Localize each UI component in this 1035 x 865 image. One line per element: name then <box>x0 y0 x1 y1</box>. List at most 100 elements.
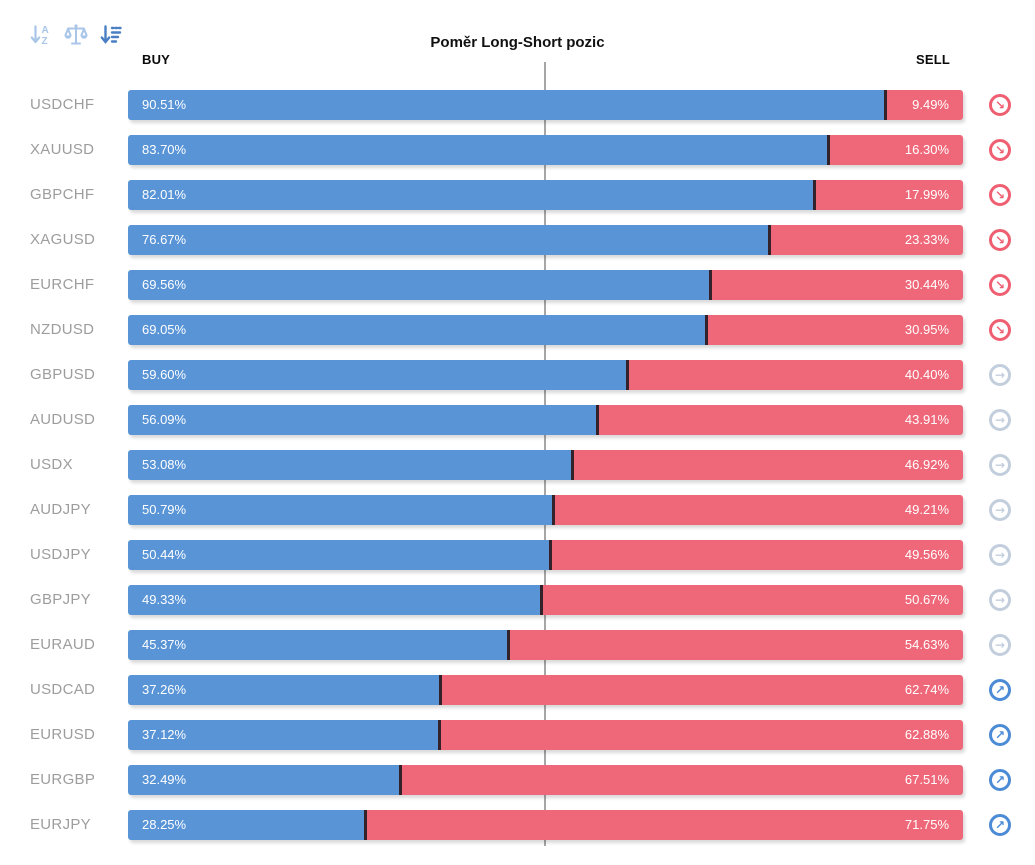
trend-up-icon[interactable]: ↗ <box>989 768 1011 791</box>
trend-up-icon[interactable]: ↗ <box>989 723 1011 746</box>
buy-value: 76.67% <box>142 232 187 247</box>
buy-bar-segment: 50.44% <box>128 539 550 570</box>
sell-column-header: SELL <box>915 52 950 67</box>
segment-divider <box>437 719 441 750</box>
trend-flat-icon[interactable]: → <box>989 588 1011 611</box>
long-short-bar: 50.79% 49.21% <box>128 494 963 525</box>
pair-label: AUDUSD <box>30 411 96 428</box>
svg-text:A: A <box>42 25 49 36</box>
long-short-bar: 32.49% 67.51% <box>128 764 963 795</box>
long-short-bar: 83.70% 16.30% <box>128 134 963 165</box>
trend-down-icon[interactable]: ↘ <box>989 93 1011 116</box>
trend-flat-icon[interactable]: → <box>989 498 1011 521</box>
trend-up-icon[interactable]: ↗ <box>989 813 1011 836</box>
pair-label: GBPCHF <box>30 186 95 203</box>
sell-value: 40.40% <box>904 367 949 382</box>
buy-value: 37.12% <box>142 727 187 742</box>
buy-value: 82.01% <box>142 187 187 202</box>
trend-down-icon[interactable]: ↘ <box>989 318 1011 341</box>
buy-value: 32.49% <box>142 772 187 787</box>
sell-bar-segment: 17.99% <box>815 179 963 210</box>
sell-value: 16.30% <box>904 142 949 157</box>
pair-label: NZDUSD <box>30 321 95 338</box>
pair-label: USDJPY <box>30 546 91 563</box>
sell-value: 54.63% <box>904 637 949 652</box>
buy-bar-segment: 59.60% <box>128 359 626 390</box>
long-short-bar: 37.12% 62.88% <box>128 719 963 750</box>
segment-divider <box>539 584 543 615</box>
pair-label: USDX <box>30 456 73 473</box>
buy-bar-segment: 49.33% <box>128 584 540 615</box>
table-row: AUDUSD 56.09% 43.91% → <box>0 397 1035 442</box>
long-short-bar: 45.37% 54.63% <box>128 629 963 660</box>
segment-divider <box>826 134 830 165</box>
sell-value: 67.51% <box>904 772 949 787</box>
buy-bar-segment: 90.51% <box>128 89 884 120</box>
trend-up-icon[interactable]: ↗ <box>989 678 1011 701</box>
sell-value: 71.75% <box>904 817 949 832</box>
buy-bar-segment: 28.25% <box>128 809 364 840</box>
pair-label: AUDJPY <box>30 501 91 518</box>
long-short-bar: 90.51% 9.49% <box>128 89 963 120</box>
pair-label: EURAUD <box>30 636 96 653</box>
pair-label: GBPUSD <box>30 366 96 383</box>
trend-flat-icon[interactable]: → <box>989 543 1011 566</box>
balance-scale-icon[interactable] <box>63 22 89 48</box>
trend-flat-icon[interactable]: → <box>989 453 1011 476</box>
sell-bar-segment: 9.49% <box>886 89 963 120</box>
trend-down-icon[interactable]: ↘ <box>989 138 1011 161</box>
table-row: USDX 53.08% 46.92% → <box>0 442 1035 487</box>
trend-flat-icon[interactable]: → <box>989 633 1011 656</box>
buy-value: 59.60% <box>142 367 187 382</box>
trend-down-icon[interactable]: ↘ <box>989 183 1011 206</box>
table-row: GBPUSD 59.60% 40.40% → <box>0 352 1035 397</box>
sell-bar-segment: 62.88% <box>440 719 963 750</box>
sell-bar-segment: 16.30% <box>829 134 963 165</box>
buy-value: 53.08% <box>142 457 187 472</box>
buy-value: 37.26% <box>142 682 187 697</box>
svg-text:Z: Z <box>42 36 48 47</box>
trend-down-icon[interactable]: ↘ <box>989 228 1011 251</box>
sell-bar-segment: 54.63% <box>509 629 963 660</box>
buy-bar-segment: 69.05% <box>128 314 705 345</box>
buy-value: 50.79% <box>142 502 187 517</box>
trend-flat-icon[interactable]: → <box>989 408 1011 431</box>
sort-amount-icon[interactable] <box>98 22 124 48</box>
sell-bar-segment: 50.67% <box>542 584 963 615</box>
sell-value: 62.88% <box>904 727 949 742</box>
table-row: USDJPY 50.44% 49.56% → <box>0 532 1035 577</box>
sell-value: 30.95% <box>904 322 949 337</box>
segment-divider <box>708 269 712 300</box>
buy-bar-segment: 56.09% <box>128 404 597 435</box>
sell-bar-segment: 71.75% <box>366 809 963 840</box>
buy-bar-segment: 83.70% <box>128 134 827 165</box>
trend-flat-icon[interactable]: → <box>989 363 1011 386</box>
sell-value: 30.44% <box>904 277 949 292</box>
table-row: XAUUSD 83.70% 16.30% ↘ <box>0 127 1035 172</box>
segment-divider <box>506 629 510 660</box>
table-row: EURAUD 45.37% 54.63% → <box>0 622 1035 667</box>
long-short-bar: 82.01% 17.99% <box>128 179 963 210</box>
table-row: EURGBP 32.49% 67.51% ↗ <box>0 757 1035 802</box>
segment-divider <box>439 674 443 705</box>
sell-value: 50.67% <box>904 592 949 607</box>
sell-value: 23.33% <box>904 232 949 247</box>
sort-alphabetical-icon[interactable]: A Z <box>28 22 54 48</box>
buy-value: 49.33% <box>142 592 187 607</box>
sell-bar-segment: 23.33% <box>771 224 963 255</box>
long-short-bar: 37.26% 62.74% <box>128 674 963 705</box>
trend-down-icon[interactable]: ↘ <box>989 273 1011 296</box>
sell-value: 62.74% <box>904 682 949 697</box>
table-row: GBPJPY 49.33% 50.67% → <box>0 577 1035 622</box>
long-short-bar: 59.60% 40.40% <box>128 359 963 390</box>
sell-bar-segment: 30.44% <box>711 269 963 300</box>
segment-divider <box>399 764 403 795</box>
sell-bar-segment: 46.92% <box>574 449 963 480</box>
chart-rows: USDCHF 90.51% 9.49% ↘ XAUUSD 83.70% 16.3… <box>0 82 1035 847</box>
long-short-bar: 50.44% 49.56% <box>128 539 963 570</box>
pair-label: GBPJPY <box>30 591 91 608</box>
buy-bar-segment: 53.08% <box>128 449 572 480</box>
sell-bar-segment: 62.74% <box>442 674 963 705</box>
table-row: NZDUSD 69.05% 30.95% ↘ <box>0 307 1035 352</box>
